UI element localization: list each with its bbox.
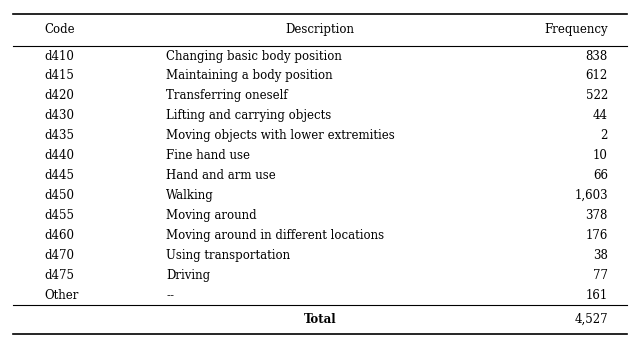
Text: d410: d410 <box>45 49 75 62</box>
Text: Description: Description <box>285 23 355 36</box>
Text: 2: 2 <box>600 129 608 142</box>
Text: Moving around in different locations: Moving around in different locations <box>166 229 385 242</box>
Text: 38: 38 <box>593 249 608 262</box>
Text: 522: 522 <box>586 89 608 102</box>
Text: Moving around: Moving around <box>166 209 257 222</box>
Text: 176: 176 <box>586 229 608 242</box>
Text: Transferring oneself: Transferring oneself <box>166 89 288 102</box>
Text: 10: 10 <box>593 149 608 162</box>
Text: d445: d445 <box>45 169 75 182</box>
Text: 44: 44 <box>593 109 608 122</box>
Text: Driving: Driving <box>166 269 211 282</box>
Text: d455: d455 <box>45 209 75 222</box>
Text: d420: d420 <box>45 89 75 102</box>
Text: Maintaining a body position: Maintaining a body position <box>166 70 333 83</box>
Text: --: -- <box>166 289 174 302</box>
Text: d435: d435 <box>45 129 75 142</box>
Text: Fine hand use: Fine hand use <box>166 149 250 162</box>
Text: 66: 66 <box>593 169 608 182</box>
Text: Lifting and carrying objects: Lifting and carrying objects <box>166 109 332 122</box>
Text: d450: d450 <box>45 189 75 202</box>
Text: Hand and arm use: Hand and arm use <box>166 169 276 182</box>
Text: d440: d440 <box>45 149 75 162</box>
Text: Code: Code <box>45 23 76 36</box>
Text: 161: 161 <box>586 289 608 302</box>
Text: 378: 378 <box>586 209 608 222</box>
Text: 838: 838 <box>586 49 608 62</box>
Text: 612: 612 <box>586 70 608 83</box>
Text: d475: d475 <box>45 269 75 282</box>
Text: Changing basic body position: Changing basic body position <box>166 49 342 62</box>
Text: d415: d415 <box>45 70 75 83</box>
Text: Moving objects with lower extremities: Moving objects with lower extremities <box>166 129 395 142</box>
Text: Other: Other <box>45 289 79 302</box>
Text: Walking: Walking <box>166 189 214 202</box>
Text: Total: Total <box>304 313 336 326</box>
Text: d470: d470 <box>45 249 75 262</box>
Text: Using transportation: Using transportation <box>166 249 291 262</box>
Text: Frequency: Frequency <box>545 23 608 36</box>
Text: d460: d460 <box>45 229 75 242</box>
Text: 1,603: 1,603 <box>574 189 608 202</box>
Text: d430: d430 <box>45 109 75 122</box>
Text: 4,527: 4,527 <box>574 313 608 326</box>
Text: 77: 77 <box>593 269 608 282</box>
